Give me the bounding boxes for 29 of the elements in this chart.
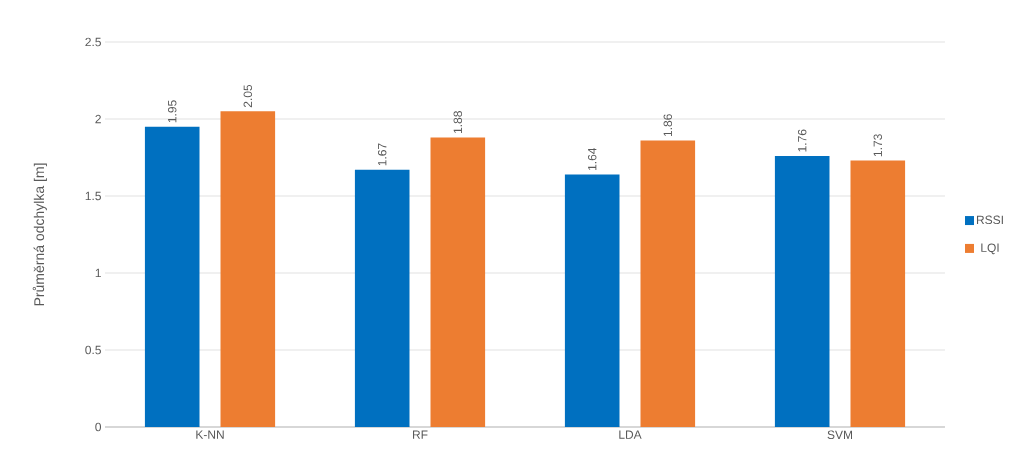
bar bbox=[640, 140, 696, 427]
y-axis-title: Průměrná odchylka [m] bbox=[32, 163, 47, 306]
bar bbox=[564, 174, 620, 427]
bar bbox=[354, 169, 410, 427]
data-label: 1.88 bbox=[453, 111, 463, 134]
x-tick-label: SVM bbox=[827, 430, 852, 440]
bar bbox=[774, 155, 830, 427]
x-tick-label: LDA bbox=[619, 430, 642, 439]
data-label: 1.86 bbox=[663, 114, 673, 137]
legend-label: RSSI bbox=[976, 215, 1003, 225]
legend-label: LQI bbox=[981, 243, 999, 255]
bar bbox=[220, 111, 276, 427]
y-tick-label: 1.5 bbox=[85, 191, 101, 201]
y-tick-label: 2.5 bbox=[85, 37, 101, 47]
bar bbox=[850, 160, 906, 427]
data-label: 1.73 bbox=[873, 134, 883, 157]
y-tick-label: 2 bbox=[95, 114, 101, 124]
x-tick-label: RF bbox=[413, 430, 428, 439]
x-tick-label: K-NN bbox=[196, 430, 224, 439]
data-label: 1.64 bbox=[587, 147, 597, 170]
y-tick-label: 1 bbox=[95, 268, 101, 278]
y-tick-label: 0 bbox=[95, 422, 102, 432]
bar bbox=[430, 137, 486, 427]
data-label: 1.76 bbox=[797, 129, 807, 152]
bar bbox=[144, 126, 200, 427]
data-label: 1.67 bbox=[377, 143, 387, 166]
data-label: 2.05 bbox=[243, 84, 253, 108]
data-label: 1.95 bbox=[167, 100, 177, 123]
y-tick-label: 0.5 bbox=[85, 345, 101, 355]
